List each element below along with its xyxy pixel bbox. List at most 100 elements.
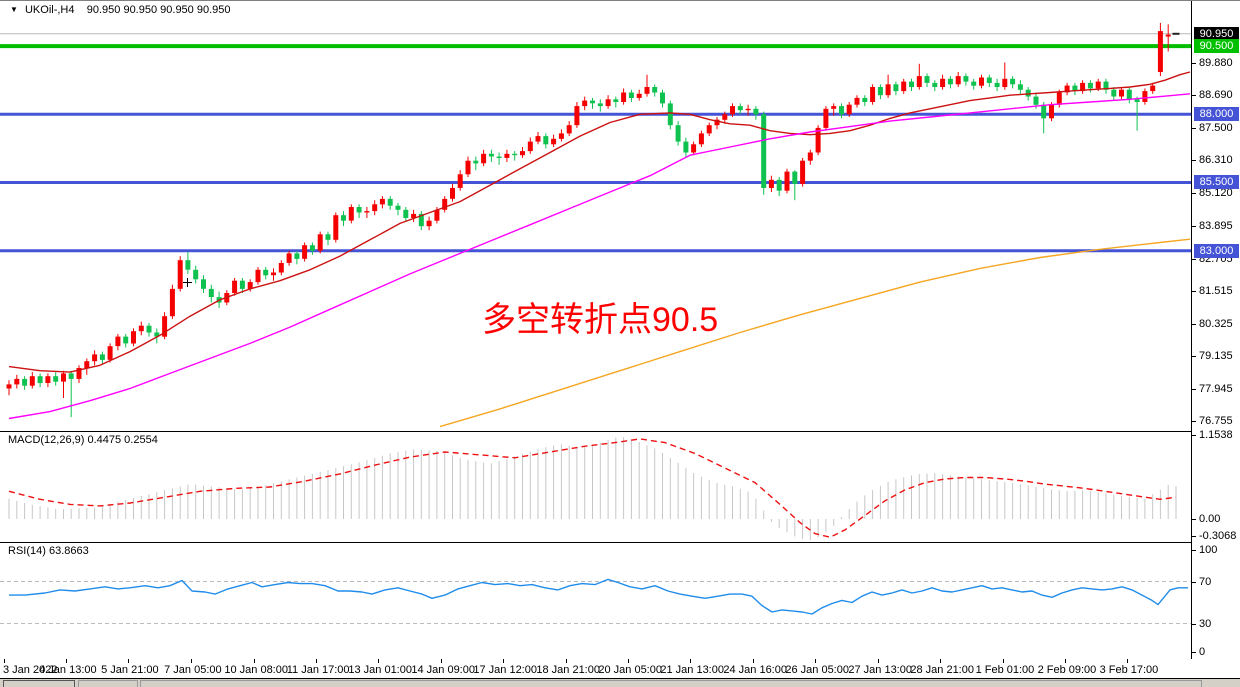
bottom-tab[interactable] (78, 680, 138, 687)
rsi-canvas[interactable] (0, 543, 1191, 659)
axis-tick-mark (1192, 356, 1196, 357)
time-axis-label: 10 Jan 08:00 (224, 664, 288, 676)
macd-panel[interactable]: MACD(12,26,9) 0.4475 0.2554 (0, 432, 1191, 542)
price-tick-label: 76.755 (1199, 415, 1233, 427)
time-tick-mark (815, 659, 816, 663)
rsi-panel[interactable]: RSI(14) 63.8663 (0, 543, 1191, 659)
time-tick-mark (628, 659, 629, 663)
time-axis-label: 3 Jan 2022 (3, 664, 58, 676)
axis-tick-mark (1192, 389, 1196, 390)
time-axis-label: 14 Jan 09:00 (411, 664, 475, 676)
main-chart-panel[interactable]: ▼ UKOil-,H4 90.950 90.950 90.950 90.950 … (0, 1, 1191, 431)
time-tick-mark (878, 659, 879, 663)
time-tick-mark (753, 659, 754, 663)
axis-tick-mark (1192, 226, 1196, 227)
axis-tick-mark (1192, 160, 1196, 161)
price-tick-label: 77.945 (1199, 383, 1233, 395)
time-tick-mark (316, 659, 317, 663)
price-badge-85.500: 85.500 (1194, 175, 1239, 189)
time-axis-label: 7 Jan 05:00 (164, 664, 222, 676)
fast-ma-red[interactable] (8, 71, 1191, 373)
time-axis-label: 28 Jan 21:00 (910, 664, 974, 676)
price-tick-label: 83.895 (1199, 220, 1233, 232)
chart-title: ▼ UKOil-,H4 90.950 90.950 90.950 90.950 (10, 4, 231, 16)
price-axis[interactable]: 89.880 88.690 87.500 86.310 85.120 83.895 82.7… (1191, 1, 1240, 678)
time-tick-mark (503, 659, 504, 663)
time-tick-mark (1003, 659, 1004, 663)
time-tick-mark (566, 659, 567, 663)
axis-tick-mark (1192, 550, 1196, 551)
axis-tick-mark (1192, 435, 1196, 436)
macd-tick-label: 1.1538 (1199, 429, 1233, 441)
slow-ma-orange[interactable] (439, 238, 1191, 428)
panel-divider-2[interactable] (0, 542, 1240, 543)
price-tick-label: 87.500 (1199, 122, 1233, 134)
macd-canvas[interactable] (0, 432, 1191, 542)
axis-tick-mark (1192, 259, 1196, 260)
macd-tick-label: -0.3068 (1199, 530, 1237, 542)
rsi-tick-label: 100 (1199, 544, 1218, 556)
price-tick-label: 80.325 (1199, 318, 1233, 330)
axis-tick-mark (1192, 63, 1196, 64)
time-tick-mark (66, 659, 67, 663)
price-tick-label: 86.310 (1199, 154, 1233, 166)
time-axis-label: 27 Jan 13:00 (848, 664, 912, 676)
macd-histogram (8, 437, 1177, 540)
time-axis-label: 21 Jan 13:00 (660, 664, 724, 676)
time-tick-mark (128, 659, 129, 663)
macd-label: MACD(12,26,9) 0.4475 0.2554 (8, 434, 158, 446)
bottom-tab[interactable] (140, 680, 1202, 687)
axis-tick-mark (1192, 324, 1196, 325)
axis-tick-mark (1192, 652, 1196, 653)
time-axis-label: 17 Jan 12:00 (473, 664, 537, 676)
time-tick-mark (441, 659, 442, 663)
rsi-line[interactable] (9, 578, 1188, 615)
panel-divider-1[interactable] (0, 431, 1240, 432)
price-tick-label: 85.120 (1199, 187, 1233, 199)
rsi-tick-label: 30 (1199, 618, 1212, 630)
rsi-tick-label: 0 (1199, 646, 1206, 658)
candles-layer (6, 22, 1180, 418)
axis-tick-mark (1192, 95, 1196, 96)
text-annotation[interactable]: 多空转折点90.5 (482, 301, 719, 339)
price-tick-label: 88.690 (1199, 89, 1233, 101)
symbol-period-label: UKOil-,H4 (24, 4, 75, 16)
time-axis-label: 2 Feb 09:00 (1037, 664, 1097, 676)
price-badge-90.950: 90.950 (1194, 27, 1239, 41)
rsi-label: RSI(14) 63.8663 (8, 545, 89, 557)
axis-tick-mark (1192, 624, 1196, 625)
time-axis-label: 26 Jan 05:00 (785, 664, 849, 676)
axis-tick-mark (1192, 582, 1196, 583)
time-tick-mark (690, 659, 691, 663)
time-axis-label: 4 Jan 13:00 (39, 664, 97, 676)
time-axis-label: 13 Jan 01:00 (348, 664, 412, 676)
bottom-tab-bar (0, 678, 1240, 687)
time-axis-label: 24 Jan 16:00 (723, 664, 787, 676)
price-tick-label: 81.515 (1199, 285, 1233, 297)
axis-tick-mark (1192, 291, 1196, 292)
time-tick-mark (378, 659, 379, 663)
main-chart-canvas[interactable] (0, 1, 1191, 431)
time-axis-label: 3 Feb 17:00 (1099, 664, 1159, 676)
time-axis[interactable]: 3 Jan 2022 4 Jan 13:00 5 Jan 21:00 7 Jan 05… (0, 659, 1240, 678)
time-axis-label: 1 Feb 01:00 (975, 664, 1035, 676)
axis-tick-mark (1192, 128, 1196, 129)
price-badge-88.000: 88.000 (1194, 107, 1239, 121)
cross-marker-icon[interactable] (183, 278, 192, 287)
price-badge-83.000: 83.000 (1194, 244, 1239, 258)
price-badge-90.500: 90.500 (1194, 39, 1239, 53)
price-tick-label: 79.135 (1199, 350, 1233, 362)
time-tick-mark (254, 659, 255, 663)
triangle-down-icon[interactable]: ▼ (10, 5, 18, 14)
rsi-tick-label: 70 (1199, 576, 1212, 588)
mid-ma-magenta[interactable] (8, 93, 1191, 420)
bottom-tab[interactable] (3, 680, 75, 687)
axis-tick-mark (1192, 421, 1196, 422)
time-axis-label: 20 Jan 05:00 (598, 664, 662, 676)
time-tick-mark (4, 659, 5, 663)
time-axis-label: 11 Jan 17:00 (286, 664, 350, 676)
time-axis-label: 5 Jan 21:00 (101, 664, 159, 676)
time-tick-mark (1127, 659, 1128, 663)
axis-tick-mark (1192, 193, 1196, 194)
